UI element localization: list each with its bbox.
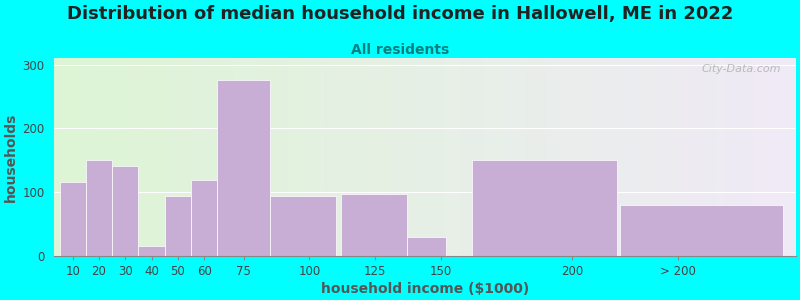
Text: All residents: All residents: [351, 44, 449, 58]
Y-axis label: households: households: [4, 112, 18, 202]
Bar: [112, 167, 138, 256]
Bar: [138, 246, 165, 256]
Bar: [620, 205, 782, 256]
Bar: [59, 182, 86, 256]
Bar: [406, 236, 446, 256]
X-axis label: household income ($1000): household income ($1000): [321, 282, 529, 296]
Text: City-Data.com: City-Data.com: [702, 64, 781, 74]
Text: Distribution of median household income in Hallowell, ME in 2022: Distribution of median household income …: [67, 4, 733, 22]
Bar: [165, 196, 191, 256]
Bar: [191, 181, 218, 256]
Bar: [473, 160, 617, 256]
Bar: [270, 196, 336, 256]
Bar: [341, 194, 406, 256]
Bar: [218, 80, 270, 256]
Bar: [86, 160, 112, 256]
